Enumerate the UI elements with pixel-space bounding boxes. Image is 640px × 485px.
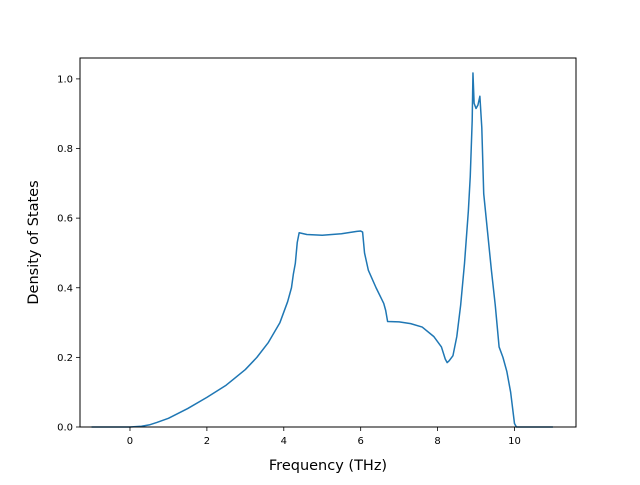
- y-axis-label: Density of States: [26, 180, 42, 304]
- plot-area: [91, 72, 553, 428]
- y-tick-label: 0.8: [57, 144, 73, 155]
- x-tick-label: 2: [204, 436, 210, 447]
- y-tick-label: 0.6: [57, 214, 73, 225]
- y-tick-label: 0.4: [57, 283, 73, 294]
- series-line-0: [91, 72, 553, 428]
- x-tick-label: 0: [127, 436, 133, 447]
- x-axis-label: Frequency (THz): [269, 458, 387, 474]
- x-tick-label: 8: [434, 436, 440, 447]
- x-tick-label: 4: [281, 436, 287, 447]
- y-tick-label: 0.0: [57, 423, 73, 434]
- axes-frame: [79, 57, 577, 428]
- x-tick-label: 6: [357, 436, 363, 447]
- x-tick-label: 10: [508, 436, 521, 447]
- y-axis-ticks: 0.0 0.2 0.4 0.6 0.8 1.0: [57, 74, 80, 434]
- x-axis-ticks: 0 2 4 6 8 10: [127, 427, 521, 447]
- y-tick-label: 0.2: [57, 353, 73, 364]
- y-tick-label: 1.0: [57, 74, 73, 85]
